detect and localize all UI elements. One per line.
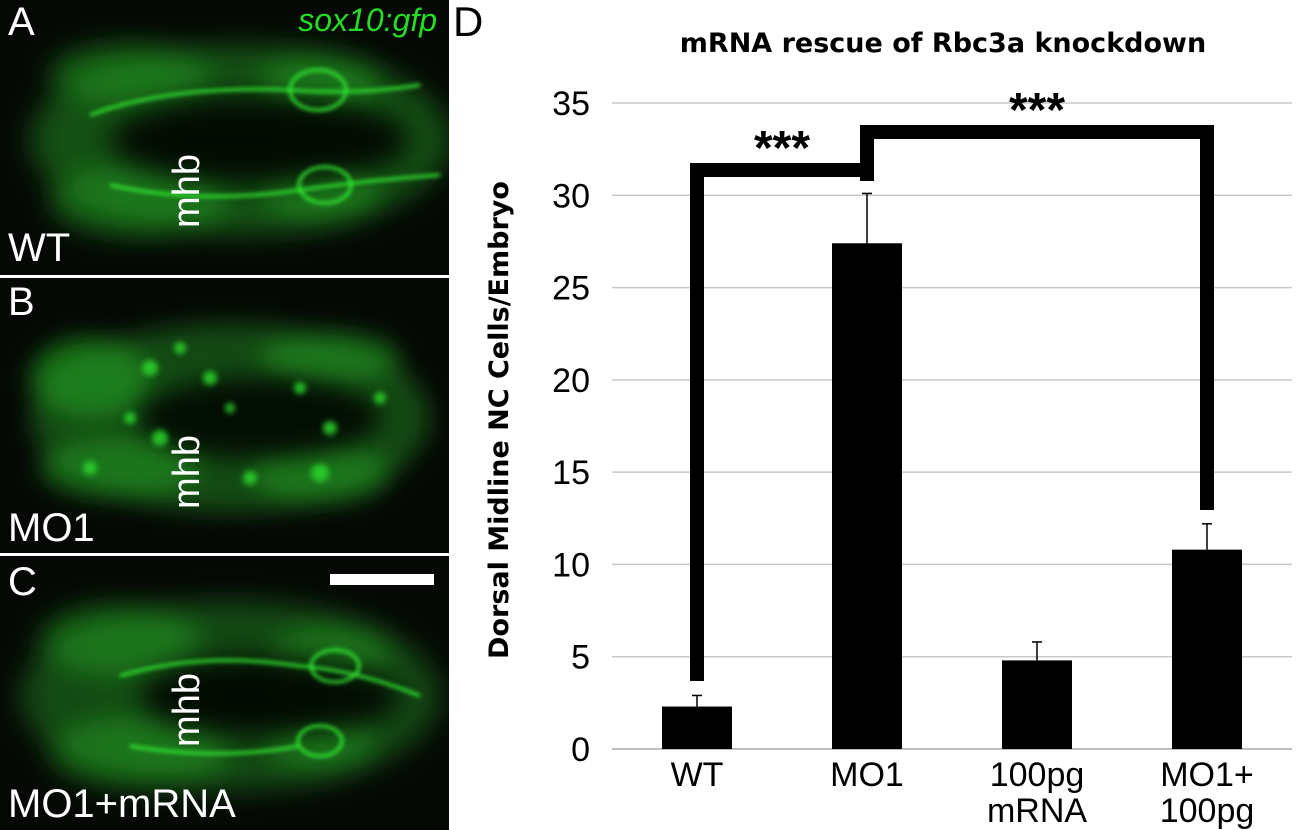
significance-bracket bbox=[860, 125, 1214, 510]
x-tick-label: MO1 bbox=[830, 756, 904, 794]
mhb-label-b: mhb bbox=[165, 435, 208, 509]
condition-label-wt: WT bbox=[8, 226, 71, 270]
micrograph-panel-b: B mhb MO1 bbox=[0, 278, 449, 553]
micrograph-b-image bbox=[30, 323, 430, 513]
chart-title: mRNA rescue of Rbc3a knockdown bbox=[680, 28, 1206, 59]
bar bbox=[1002, 660, 1072, 749]
y-tick-label: 20 bbox=[552, 362, 590, 400]
bar-chart: mRNA rescue of Rbc3a knockdown Dorsal Mi… bbox=[484, 28, 1292, 830]
mhb-label-c: mhb bbox=[165, 673, 208, 747]
condition-label-mo1-mrna: MO1+mRNA bbox=[8, 782, 236, 826]
significance-brackets: *** *** bbox=[690, 84, 1214, 681]
y-tick-label: 0 bbox=[571, 731, 590, 769]
micrograph-c-image bbox=[20, 601, 440, 791]
y-axis-label: Dorsal Midline NC Cells/Embryo bbox=[484, 181, 515, 659]
mhb-label-a: mhb bbox=[165, 154, 208, 228]
condition-label-mo1: MO1 bbox=[8, 506, 95, 550]
significance-stars: *** bbox=[1009, 84, 1065, 137]
bar bbox=[832, 243, 902, 749]
y-tick-label: 35 bbox=[552, 85, 590, 123]
bar bbox=[1172, 549, 1242, 749]
y-tick-labels: 0 5 10 15 20 25 30 35 bbox=[552, 85, 590, 769]
reporter-label: sox10:gfp bbox=[298, 2, 437, 38]
bar bbox=[662, 706, 732, 749]
panel-a-letter: A bbox=[8, 0, 35, 44]
micrograph-panel-a: A sox10:gfp mhb WT bbox=[0, 0, 449, 275]
x-tick-label: 100pg bbox=[1160, 792, 1255, 830]
x-tick-label: MO1+ bbox=[1160, 756, 1254, 794]
y-tick-label: 10 bbox=[552, 546, 590, 584]
bars bbox=[662, 243, 1242, 749]
panel-c-letter: C bbox=[8, 560, 37, 604]
x-tick-label: WT bbox=[671, 756, 724, 794]
y-tick-label: 30 bbox=[552, 177, 590, 215]
y-tick-label: 5 bbox=[571, 639, 590, 677]
y-tick-label: 25 bbox=[552, 270, 590, 308]
error-bars bbox=[692, 192, 1212, 707]
micrograph-panel-c: C mhb MO1+mRNA bbox=[0, 556, 449, 830]
significance-stars: *** bbox=[754, 122, 810, 175]
x-tick-label: 100pg bbox=[990, 756, 1085, 794]
scale-bar bbox=[330, 574, 434, 585]
micrograph-a-image bbox=[30, 45, 449, 235]
y-tick-label: 15 bbox=[552, 454, 590, 492]
panel-b-letter: B bbox=[8, 280, 35, 324]
micrograph-column: A sox10:gfp mhb WT bbox=[0, 0, 449, 830]
panel-d-letter: D bbox=[453, 0, 484, 45]
x-tick-label: mRNA bbox=[987, 792, 1087, 830]
